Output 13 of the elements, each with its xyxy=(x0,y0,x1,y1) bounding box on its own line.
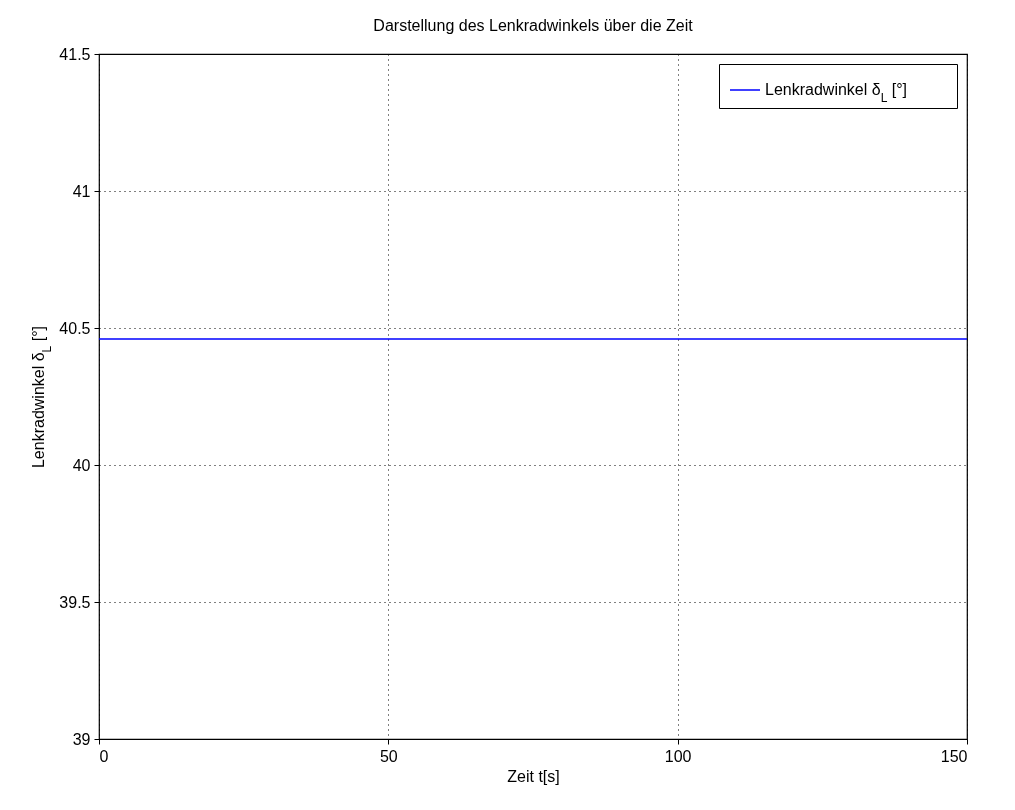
legend-label: Lenkradwinkel δ$_{L}$ [°] xyxy=(765,81,908,105)
y-tick-label: 39.5 xyxy=(59,593,91,611)
x-tick-label: 50 xyxy=(379,747,398,765)
x-tick-label: 0 xyxy=(99,747,109,765)
y-tick-label: 40 xyxy=(72,456,91,474)
x-axis-title: Zeit t[s] xyxy=(507,767,560,785)
y-tick-label: 41.5 xyxy=(59,45,91,63)
chart-title: Darstellung des Lenkradwinkels über die Zeit xyxy=(373,17,694,34)
y-tick-label: 39 xyxy=(72,730,91,748)
y-tick-label: 40.5 xyxy=(59,319,91,337)
x-tick-label: 100 xyxy=(664,747,692,765)
y-tick-label: 41 xyxy=(72,182,91,200)
x-tick-label: 150 xyxy=(940,747,968,765)
